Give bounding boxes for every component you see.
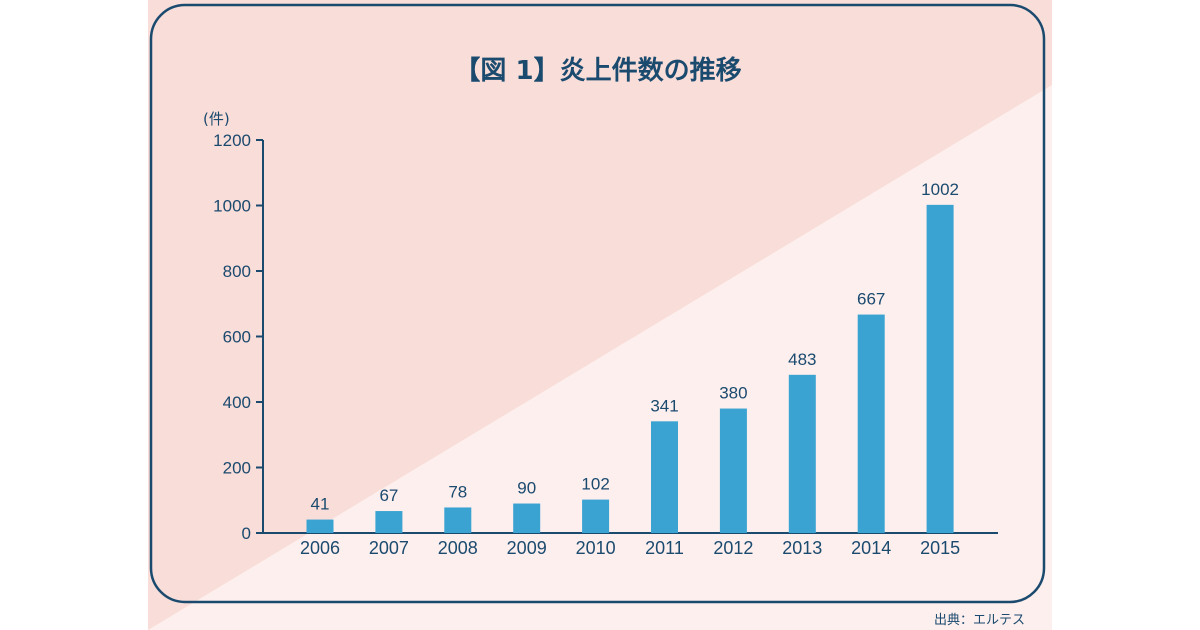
value-label-2006: 41 xyxy=(311,495,330,514)
x-tick-labels: 2006 2007 2008 2009 2010 2011 2012 2013 2014 2015 xyxy=(300,538,960,558)
x-tick-label-2013: 2013 xyxy=(782,538,822,558)
x-tick-label-2007: 2007 xyxy=(369,538,409,558)
bar-2009 xyxy=(513,503,541,533)
bar-2007 xyxy=(375,511,403,533)
value-label-2007: 67 xyxy=(379,486,398,505)
y-unit-label: (件) xyxy=(203,110,230,128)
value-label-2009: 90 xyxy=(517,479,536,498)
bar-2006 xyxy=(306,519,334,533)
bar-2013 xyxy=(788,374,816,533)
y-tick-label: 1000 xyxy=(213,197,251,216)
x-tick-label-2008: 2008 xyxy=(438,538,478,558)
x-tick-label-2006: 2006 xyxy=(300,538,340,558)
x-tick-label-2015: 2015 xyxy=(920,538,960,558)
x-tick-label-2012: 2012 xyxy=(713,538,753,558)
bar-2015 xyxy=(926,204,954,533)
y-tick-label: 800 xyxy=(223,262,251,281)
source-note: 出典：エルテス xyxy=(934,613,1025,628)
value-label-2012: 380 xyxy=(719,384,747,403)
y-tick-label: 1200 xyxy=(213,131,251,150)
bars xyxy=(306,204,954,533)
chart-frame xyxy=(149,3,1046,604)
value-label-2013: 483 xyxy=(788,350,816,369)
value-label-2008: 78 xyxy=(448,482,467,501)
chart-title: 【図 1】炎上件数の推移 xyxy=(454,56,741,86)
y-tick-label: 600 xyxy=(223,328,251,347)
value-labels: 41 67 78 90 102 341 380 483 667 1002 xyxy=(311,180,959,514)
x-tick-label-2010: 2010 xyxy=(576,538,616,558)
bar-2014 xyxy=(857,314,885,533)
y-tick-label: 0 xyxy=(242,524,251,543)
y-ticks: 0 200 400 600 800 1000 1200 xyxy=(213,131,263,543)
y-tick-label: 200 xyxy=(223,459,251,478)
value-label-2014: 667 xyxy=(857,290,885,309)
value-label-2010: 102 xyxy=(581,475,609,494)
y-tick-label: 400 xyxy=(223,393,251,412)
x-tick-label-2009: 2009 xyxy=(507,538,547,558)
bar-2010 xyxy=(582,499,610,533)
x-tick-label-2011: 2011 xyxy=(645,538,684,558)
bar-2008 xyxy=(444,507,472,533)
value-label-2011: 341 xyxy=(650,396,678,415)
value-label-2015: 1002 xyxy=(921,180,959,199)
background-pink xyxy=(148,0,1052,630)
x-tick-label-2014: 2014 xyxy=(851,538,891,558)
bar-2012 xyxy=(719,408,747,533)
bar-2011 xyxy=(651,421,678,533)
